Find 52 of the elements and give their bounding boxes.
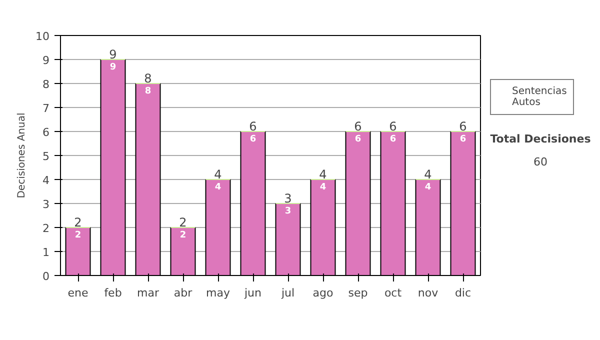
x-tick-label: ene [68,286,88,300]
y-tick-label: 6 [42,126,50,139]
data-label: 4 [320,182,326,192]
text: Total Decisiones [490,132,592,146]
data-label: 2 [74,230,82,240]
x-tick-label: jul [280,286,295,300]
x-tick-label: jun [244,286,262,300]
y-tick-label: 10 [36,30,50,43]
y-tick-label: 2 [42,222,50,235]
data-label: 6 [250,134,256,144]
text: Sentencias [512,86,567,97]
total-label: 6 [249,120,257,134]
data-label: 2 [180,230,186,240]
x-tick-label: oct [384,286,402,300]
y-tick-label: 0 [42,270,50,283]
y-tick-label: 9 [42,54,50,67]
x-tick-label: mar [137,286,160,300]
total-label: 9 [109,48,117,62]
data-label: 6 [390,134,396,144]
data-label: 9 [110,62,116,72]
y-tick-label: 4 [42,174,50,187]
text: Autos [512,97,540,108]
x-tick-label: sep [348,286,368,300]
y-tick-label: 5 [42,150,50,163]
text: 60 [534,156,548,168]
x-tick-label: may [206,286,230,300]
y-tick-label: 7 [42,102,50,115]
data-label: 8 [144,86,152,96]
total-label: 6 [389,120,397,134]
x-tick-label: abr [174,286,193,300]
total-label: 4 [319,168,327,182]
x-tick-label: dic [454,286,472,300]
total-label: 6 [354,120,362,134]
total-label: 4 [214,168,222,182]
y-tick-label: 8 [42,78,50,91]
y-axis-title: Decisiones Anual [16,112,28,198]
y-tick-label: 3 [42,198,50,211]
total-label: 2 [179,216,187,230]
total-label: 6 [459,120,467,134]
data-label: 6 [354,134,362,144]
x-tick-label: nov [418,286,439,300]
y-tick-label: 1 [42,246,50,259]
total-label: 3 [284,192,292,206]
x-tick-label: feb [104,286,122,300]
total-label: 8 [144,72,152,86]
data-label: 6 [460,134,466,144]
data-label: 3 [284,206,292,216]
total-label: 2 [74,216,82,230]
x-tick-label: ago [312,286,334,300]
data-label: 4 [214,182,222,192]
total-label: 4 [424,168,432,182]
data-label: 4 [424,182,432,192]
